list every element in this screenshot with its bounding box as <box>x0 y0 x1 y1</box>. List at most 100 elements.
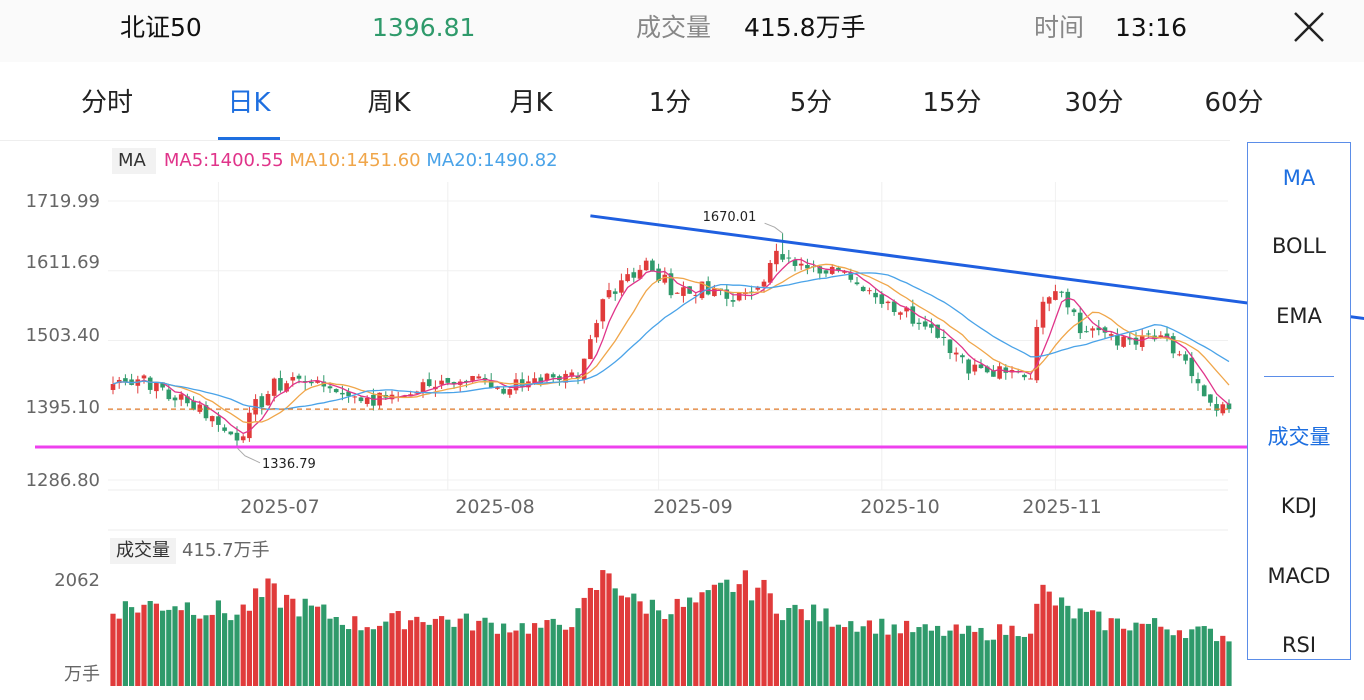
menu-item-volume[interactable]: 成交量 <box>1267 425 1331 449</box>
candle-body <box>1127 337 1133 340</box>
volume-bar <box>463 613 469 686</box>
menu-item-ema[interactable]: EMA <box>1276 304 1322 328</box>
candle-body <box>860 286 866 292</box>
volume-bar <box>135 612 141 686</box>
tab-minute[interactable]: 分时 <box>80 88 133 118</box>
candlesticks <box>110 233 1232 448</box>
volume-bar <box>141 604 147 686</box>
tab-15min[interactable]: 15分 <box>922 88 982 118</box>
annotation-label: 1670.01 <box>703 210 757 225</box>
volume-bar <box>1152 618 1158 686</box>
candle-body <box>798 263 804 266</box>
menu-item-boll[interactable]: BOLL <box>1272 234 1326 258</box>
candle-body <box>693 294 699 296</box>
candle-body <box>643 260 649 271</box>
y-tick-label: 1503.40 <box>25 325 100 346</box>
tab-daily[interactable]: 日K <box>227 88 271 118</box>
candle-body <box>966 359 971 374</box>
candle-body <box>247 412 252 439</box>
time-label: 时间 <box>1034 13 1085 42</box>
candle-body <box>984 366 990 373</box>
tab-monthly[interactable]: 月K <box>509 88 553 118</box>
candle-body <box>1077 312 1083 334</box>
tab-weekly[interactable]: 周K <box>367 88 411 118</box>
candle-body <box>532 378 537 383</box>
volume-bar <box>804 620 810 686</box>
menu-item-rsi[interactable]: RSI <box>1281 633 1317 657</box>
candle-body <box>761 281 767 287</box>
volume-bar <box>408 620 414 686</box>
volume-bar <box>1201 626 1207 686</box>
x-tick-label: 2025-09 <box>653 496 733 518</box>
volume-bar <box>1065 605 1071 686</box>
volume-legend: 成交量 415.7万手 <box>110 538 270 564</box>
volume-bar <box>110 613 116 686</box>
candle-body <box>656 268 661 281</box>
candle-body <box>873 292 878 298</box>
candle-body <box>600 299 606 322</box>
volume-bar <box>122 601 128 686</box>
volume-bar <box>389 613 395 686</box>
volume-bar <box>860 626 866 686</box>
volume-bar <box>1164 629 1170 686</box>
candle-body <box>228 431 234 435</box>
volume-bar <box>1114 618 1120 686</box>
tab-1min[interactable]: 1分 <box>648 88 692 118</box>
x-tick-label: 2025-11 <box>1022 496 1102 518</box>
candle-body <box>1214 404 1219 411</box>
candle-body <box>1208 394 1213 403</box>
volume-bar <box>259 597 265 686</box>
volume-bar <box>470 630 476 686</box>
volume-bar <box>662 618 668 686</box>
candle-body <box>569 372 575 377</box>
volume-bar <box>990 639 996 686</box>
menu-item-macd[interactable]: MACD <box>1267 564 1331 588</box>
volume-bar <box>984 640 990 686</box>
volume-bar <box>941 635 947 686</box>
volume-bar <box>1189 629 1195 686</box>
menu-item-kdj[interactable]: KDJ <box>1280 494 1318 518</box>
volume-bar <box>761 579 767 686</box>
candle-body <box>935 324 940 338</box>
tab-60min[interactable]: 60分 <box>1204 88 1264 118</box>
menu-divider <box>1264 376 1334 377</box>
candle-body <box>612 291 618 294</box>
menu-item-ma[interactable]: MA <box>1282 166 1316 190</box>
volume-bar <box>482 617 488 686</box>
volume-bar <box>928 630 934 686</box>
volume-bar <box>439 616 445 686</box>
candle-body <box>1040 301 1046 328</box>
volume-axis-top-label: 2062 <box>54 570 100 591</box>
candle-body <box>402 395 407 397</box>
tab-30min[interactable]: 30分 <box>1064 88 1124 118</box>
candle-body <box>166 389 172 400</box>
x-tick-label: 2025-07 <box>240 496 320 518</box>
volume-bar <box>897 633 903 686</box>
volume-bar <box>674 598 680 686</box>
candle-body <box>786 257 792 259</box>
volume-bar <box>265 578 271 686</box>
volume-bar <box>172 606 178 686</box>
volume-bar <box>451 626 457 686</box>
candle-body <box>978 364 984 369</box>
volume-bar <box>507 632 513 686</box>
volume-bar <box>1003 634 1009 686</box>
tab-5min[interactable]: 5分 <box>789 88 833 118</box>
candle-body <box>1053 291 1058 300</box>
candle-body <box>1022 374 1027 378</box>
candle-body <box>1189 357 1195 377</box>
x-tick-label: 2025-08 <box>455 496 535 518</box>
volume-bar <box>705 590 711 686</box>
ma5-line <box>112 258 1230 435</box>
candle-body <box>1102 327 1108 333</box>
candle-body <box>885 301 891 304</box>
volume-bar <box>346 629 352 686</box>
candle-body <box>922 321 928 327</box>
volume-bar <box>1121 628 1127 686</box>
volume-bar <box>798 609 804 686</box>
close-icon[interactable] <box>1290 8 1330 48</box>
volume-bar <box>649 599 655 686</box>
volume-bar <box>854 631 860 686</box>
volume-bar <box>749 600 755 686</box>
